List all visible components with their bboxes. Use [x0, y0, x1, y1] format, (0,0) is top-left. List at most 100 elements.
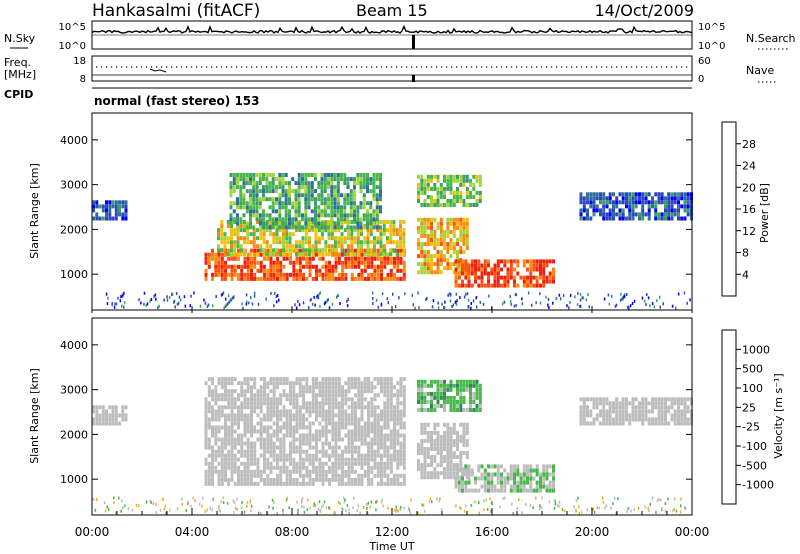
heatmap-cell: [582, 204, 586, 209]
heatmap-cell: [465, 475, 469, 480]
heatmap-cell: [452, 395, 456, 400]
heatmap-cell: [513, 283, 516, 288]
heatmap-cell: [331, 405, 335, 410]
heatmap-cell: [586, 405, 589, 410]
heatmap-cell: [331, 401, 335, 406]
heatmap-cell: [399, 385, 403, 390]
heatmap-cell: [456, 408, 459, 412]
heatmap-cell: [331, 272, 335, 277]
heatmap-cell: [625, 409, 628, 414]
heatmap-cell: [95, 413, 99, 418]
heatmap-cell: [373, 457, 377, 462]
heatmap-cell: [279, 397, 283, 402]
heatmap-cell: [399, 433, 403, 438]
heatmap-cell: [334, 469, 338, 474]
heatmap-cell: [383, 377, 387, 382]
heatmap-cell: [330, 181, 334, 186]
heatmap-cell: [493, 283, 497, 288]
noise-cell: [245, 293, 248, 297]
heatmap-cell: [217, 393, 221, 398]
heatmap-cell: [417, 199, 420, 203]
heatmap-cell: [625, 397, 628, 402]
heatmap-cell: [462, 199, 466, 203]
heatmap-cell: [423, 391, 427, 396]
heatmap-cell: [464, 267, 468, 272]
heatmap-cell: [360, 465, 364, 470]
heatmap-cell: [399, 461, 403, 466]
heatmap-cell: [420, 430, 424, 435]
noise-cell: [646, 293, 648, 297]
heatmap-cell: [266, 381, 270, 386]
heatmap-cell: [360, 441, 364, 446]
heatmap-cell: [281, 185, 285, 190]
heatmap-cell: [389, 268, 393, 273]
heatmap-cell: [586, 409, 589, 414]
heatmap-cell: [340, 248, 344, 253]
noise-cell: [605, 504, 608, 508]
heatmap-cell: [334, 421, 338, 426]
heatmap-cell: [366, 244, 370, 249]
heatmap-cell: [595, 413, 599, 418]
xtick-label: 04:00: [175, 525, 210, 539]
heatmap-cell: [227, 481, 231, 486]
heatmap-cell: [295, 469, 299, 474]
heatmap-cell: [302, 437, 305, 442]
heatmap-cell: [477, 263, 481, 268]
heatmap-cell: [269, 272, 273, 277]
heatmap-cell: [279, 393, 283, 398]
heatmap-cell: [323, 221, 327, 226]
noise-cell: [689, 298, 691, 302]
heatmap-cell: [465, 387, 469, 392]
heatmap-cell: [522, 488, 526, 493]
heatmap-cell: [246, 381, 250, 386]
heatmap-cell: [545, 472, 549, 477]
heatmap-cell: [328, 268, 331, 273]
heatmap-cell: [337, 240, 341, 245]
heatmap-cell: [383, 264, 387, 269]
heatmap-cell: [256, 220, 259, 224]
heatmap-cell: [289, 457, 292, 462]
noise-cell: [206, 508, 208, 512]
heatmap-cell: [396, 409, 400, 414]
noise-cell: [145, 303, 147, 307]
heatmap-cell: [383, 433, 387, 438]
heatmap-cell: [318, 393, 322, 398]
heatmap-cell: [417, 246, 420, 250]
heatmap-cell: [252, 173, 256, 177]
heatmap-cell: [207, 421, 211, 426]
heatmap-cell: [250, 425, 253, 430]
heatmap-cell: [367, 377, 370, 382]
heatmap-cell: [282, 425, 286, 430]
heatmap-cell: [475, 391, 479, 396]
heatmap-cell: [376, 465, 380, 470]
heatmap-cell: [259, 268, 263, 273]
heatmap-cell: [347, 260, 351, 265]
heatmap-cell: [229, 221, 233, 226]
heatmap-cell: [105, 200, 108, 205]
noise-cell: [225, 304, 227, 308]
heatmap-cell: [644, 212, 648, 217]
heatmap-cell: [373, 397, 377, 402]
heatmap-cell: [359, 185, 363, 190]
heatmap-cell: [227, 264, 231, 269]
noise-cell: [452, 303, 455, 307]
heatmap-cell: [644, 196, 648, 201]
heatmap-cell: [446, 447, 450, 451]
heatmap-cell: [449, 174, 453, 179]
heatmap-cell: [526, 468, 529, 473]
heatmap-cell: [346, 217, 350, 222]
heatmap-cell: [459, 438, 463, 443]
heatmap-cell: [344, 248, 348, 253]
heatmap-cell: [503, 259, 507, 264]
heatmap-cell: [271, 209, 275, 214]
heatmap-cell: [615, 204, 619, 209]
heatmap-cell: [362, 185, 366, 190]
heatmap-cell: [255, 181, 259, 186]
heatmap-cell: [237, 457, 240, 462]
heatmap-cell: [350, 264, 354, 269]
heatmap-cell: [245, 181, 249, 186]
heatmap-cell: [256, 469, 260, 474]
heatmap-cell: [446, 246, 450, 250]
heatmap-cell: [242, 205, 246, 210]
heatmap-cell: [330, 236, 334, 241]
